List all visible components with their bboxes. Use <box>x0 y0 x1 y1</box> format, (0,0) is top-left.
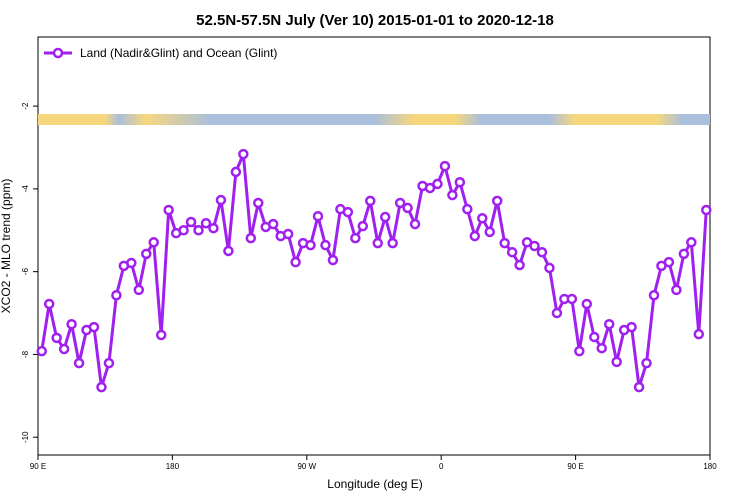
point <box>678 248 690 260</box>
point <box>350 232 361 244</box>
point <box>43 298 55 310</box>
point <box>141 248 152 260</box>
y-axis-label: XCO2 - MLO trend (ppm) <box>0 179 13 314</box>
point <box>432 178 443 190</box>
point <box>238 148 249 160</box>
point <box>148 237 159 248</box>
point <box>36 345 47 357</box>
x-tick-label: 180 <box>703 462 717 471</box>
point <box>663 256 675 268</box>
point <box>178 225 189 236</box>
point <box>230 166 242 178</box>
point <box>379 211 391 223</box>
point <box>208 222 219 234</box>
point <box>58 343 70 355</box>
point <box>387 237 398 249</box>
point <box>589 331 600 343</box>
point <box>536 246 548 258</box>
point <box>447 189 458 201</box>
point <box>320 239 331 251</box>
series-line <box>40 153 708 388</box>
point <box>596 342 607 354</box>
point <box>133 284 145 296</box>
point <box>73 357 85 369</box>
point <box>551 307 563 319</box>
point <box>633 381 645 393</box>
point <box>327 254 339 266</box>
point <box>611 356 622 368</box>
point <box>581 298 593 310</box>
chart-title: 52.5N-57.5N July (Ver 10) 2015-01-01 to … <box>196 12 554 29</box>
point <box>267 218 279 230</box>
y-tick-label: -2 <box>21 102 30 110</box>
point <box>529 240 540 252</box>
y-tick-label: -10 <box>21 431 30 443</box>
x-tick-label: 0 <box>439 462 444 471</box>
point <box>701 204 712 216</box>
point <box>499 237 510 249</box>
y-tick-label: -6 <box>21 268 30 276</box>
point <box>305 239 316 251</box>
point <box>424 182 436 194</box>
point <box>409 218 421 230</box>
point <box>671 284 682 296</box>
point <box>491 195 503 207</box>
y-tick-label: -4 <box>21 185 30 193</box>
point <box>66 318 77 330</box>
point <box>51 332 62 344</box>
point <box>462 203 473 215</box>
point <box>215 194 227 206</box>
point <box>290 256 301 268</box>
x-axis-label: Longitude (deg E) <box>327 477 422 491</box>
point <box>282 228 294 240</box>
legend-marker <box>52 47 64 59</box>
point <box>357 220 369 232</box>
point <box>365 195 376 207</box>
point <box>200 217 212 229</box>
point <box>544 262 555 274</box>
plot-frame <box>37 36 711 456</box>
point <box>245 232 257 244</box>
point <box>163 204 174 216</box>
point <box>185 216 197 228</box>
point <box>484 226 495 238</box>
point <box>126 257 137 269</box>
point <box>514 259 525 271</box>
point <box>342 206 354 218</box>
point <box>603 318 615 330</box>
point <box>372 237 383 249</box>
y-tick-label: -8 <box>21 350 30 358</box>
point <box>253 197 264 209</box>
point <box>193 225 204 236</box>
point <box>312 210 324 222</box>
land-ocean-strip <box>38 114 710 125</box>
legend-label: Land (Nadir&Glint) and Ocean (Glint) <box>80 46 277 60</box>
x-tick-label: 90 E <box>567 462 583 471</box>
point <box>394 197 406 209</box>
x-tick-label: 90 W <box>297 462 316 471</box>
point <box>626 321 637 333</box>
point <box>96 381 107 393</box>
point <box>566 293 578 305</box>
x-tick-label: 90 E <box>30 462 46 471</box>
point <box>88 321 100 333</box>
point <box>223 245 234 257</box>
point <box>155 329 167 341</box>
point <box>506 246 518 258</box>
point <box>439 160 451 172</box>
point <box>469 230 481 242</box>
point <box>574 345 585 357</box>
point <box>402 202 413 214</box>
point <box>686 237 697 248</box>
x-tick-label: 180 <box>166 462 180 471</box>
point <box>454 177 466 188</box>
point <box>648 289 660 301</box>
point <box>111 289 122 301</box>
point <box>103 357 115 369</box>
point <box>641 357 652 369</box>
point <box>477 213 488 224</box>
point <box>693 328 705 340</box>
